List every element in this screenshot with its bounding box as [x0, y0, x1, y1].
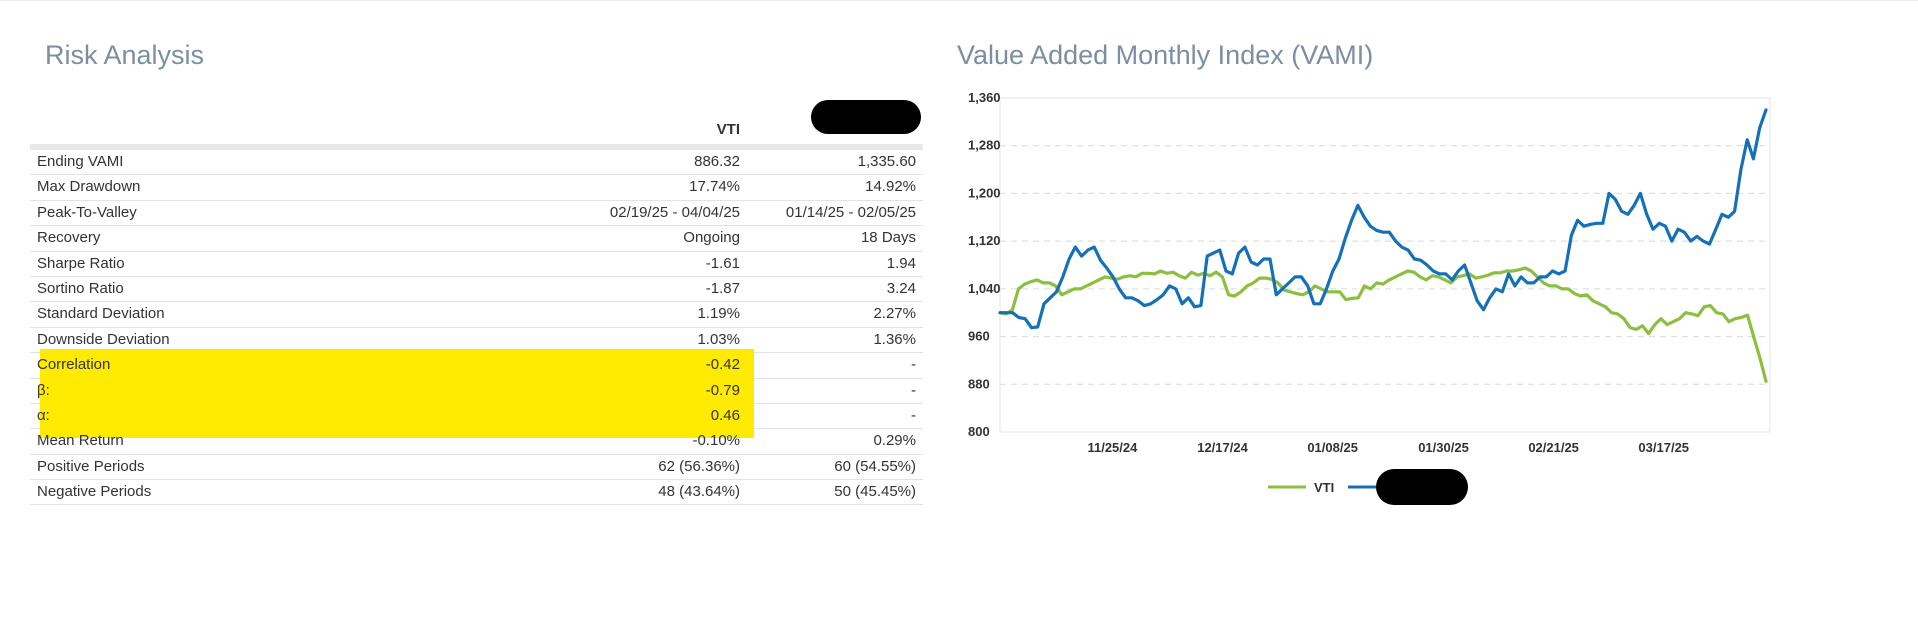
table-row: Ending VAMI 886.32 1,335.60 [30, 150, 923, 176]
row-label: Positive Periods [37, 457, 145, 475]
row-value-vti: 48 (43.64%) [658, 483, 740, 501]
row-value-vti: 62 (56.36%) [658, 457, 740, 475]
row-value-redacted-fund: 60 (54.55%) [834, 457, 916, 475]
table-row: Negative Periods 48 (43.64%) 50 (45.45%) [30, 480, 923, 506]
row-value-redacted-fund: - [911, 406, 916, 424]
x-tick-label: 03/17/25 [1638, 440, 1689, 455]
row-value-redacted-fund: 50 (45.45%) [834, 483, 916, 501]
top-divider [0, 0, 1918, 1]
legend-label-vti: VTI [1314, 480, 1334, 495]
column-header-vti: VTI [716, 121, 740, 138]
row-value-vti: -0.79 [705, 381, 740, 399]
table-row: Positive Periods 62 (56.36%) 60 (54.55%) [30, 455, 923, 481]
row-value-vti: -0.10% [692, 432, 740, 450]
vami-chart-title: Value Added Monthly Index (VAMI) [957, 40, 1374, 70]
table-row: Max Drawdown 17.74% 14.92% [30, 175, 923, 201]
row-value-redacted-fund: 3.24 [886, 279, 916, 297]
row-value-redacted-fund: 18 Days [860, 229, 916, 247]
x-tick-label: 02/21/25 [1528, 440, 1579, 455]
redacted-legend-label [1376, 469, 1468, 505]
table-body: Ending VAMI 886.32 1,335.60 Max Drawdown 17.… [30, 150, 923, 506]
x-tick-label: 12/17/24 [1197, 440, 1248, 455]
row-value-vti: -1.87 [705, 279, 740, 297]
row-value-redacted-fund: - [911, 381, 916, 399]
risk-analysis-table: VTI Ending VAMI 886.32 1,335.60 Max Drawdow… [30, 100, 923, 506]
row-value-vti: -1.61 [705, 254, 740, 272]
y-tick-label: 1,280 [968, 138, 1001, 153]
row-label: Standard Deviation [37, 305, 165, 323]
series-line-vti [998, 266, 1768, 383]
y-tick-label: 880 [968, 376, 990, 391]
row-value-redacted-fund: 0.29% [873, 432, 916, 450]
table-row: Sharpe Ratio -1.61 1.94 [30, 252, 923, 277]
row-value-redacted-fund: 1,335.60 [857, 153, 916, 170]
row-value-redacted-fund: 2.27% [873, 305, 916, 323]
x-tick-label: 01/08/25 [1307, 440, 1358, 455]
x-tick-label: 11/25/24 [1087, 440, 1138, 455]
row-label: Correlation [37, 356, 111, 374]
series-line-redacted-fund [998, 108, 1768, 330]
row-label: Sharpe Ratio [37, 254, 125, 272]
row-value-vti: -0.42 [705, 356, 740, 374]
row-value-redacted-fund: - [911, 356, 916, 374]
row-label: α: [37, 406, 50, 424]
y-tick-label: 800 [968, 424, 990, 439]
row-label: Max Drawdown [37, 178, 141, 196]
row-label: Recovery [37, 229, 101, 247]
table-row: Standard Deviation 1.19% 2.27% [30, 302, 923, 328]
row-label: Downside Deviation [37, 330, 170, 348]
row-label: Peak-To-Valley [37, 203, 137, 221]
row-value-vti: 886.32 [694, 153, 740, 170]
table-header: VTI [30, 100, 923, 150]
y-tick-label: 1,040 [968, 281, 1001, 296]
row-label: β: [37, 381, 50, 399]
row-value-redacted-fund: 01/14/25 - 02/05/25 [785, 203, 916, 221]
redacted-column-header [811, 100, 921, 134]
row-value-vti: Ongoing [683, 229, 740, 247]
y-tick-label: 1,360 [968, 90, 1001, 105]
row-label: Sortino Ratio [37, 279, 124, 297]
row-label: Ending VAMI [37, 153, 124, 170]
row-value-redacted-fund: 1.36% [873, 330, 916, 348]
y-tick-label: 960 [968, 329, 990, 344]
row-value-vti: 0.46 [710, 406, 740, 424]
table-row: Peak-To-Valley 02/19/25 - 04/04/25 01/14/2… [30, 201, 923, 227]
table-row: Recovery Ongoing 18 Days [30, 226, 923, 252]
row-value-redacted-fund: 1.94 [886, 254, 916, 272]
table-row: Sortino Ratio -1.87 3.24 [30, 277, 923, 303]
row-label: Negative Periods [37, 483, 152, 501]
vami-line-chart: 800 880 960 1,040 1,120 1,200 1,280 1,360 11/25/… [968, 90, 1771, 505]
row-value-vti: 17.74% [689, 178, 740, 196]
x-tick-label: 01/30/25 [1418, 440, 1469, 455]
row-value-vti: 1.03% [697, 330, 740, 348]
plot-area-frame [999, 97, 1771, 433]
row-value-vti: 1.19% [697, 305, 740, 323]
y-tick-label: 1,200 [968, 185, 1001, 200]
risk-analysis-title: Risk Analysis [45, 40, 205, 70]
y-tick-label: 1,120 [968, 233, 1001, 248]
row-value-vti: 02/19/25 - 04/04/25 [609, 203, 740, 221]
row-label: Mean Return [37, 432, 124, 450]
row-value-redacted-fund: 14.92% [865, 178, 916, 196]
highlight-correlation-beta-alpha [40, 349, 754, 438]
table-row: Mean Return -0.10% 0.29% [30, 429, 923, 455]
